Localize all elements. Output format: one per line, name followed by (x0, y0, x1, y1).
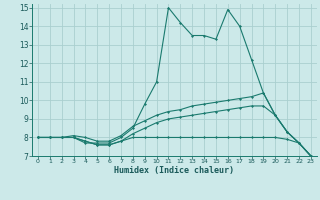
X-axis label: Humidex (Indice chaleur): Humidex (Indice chaleur) (115, 166, 234, 175)
